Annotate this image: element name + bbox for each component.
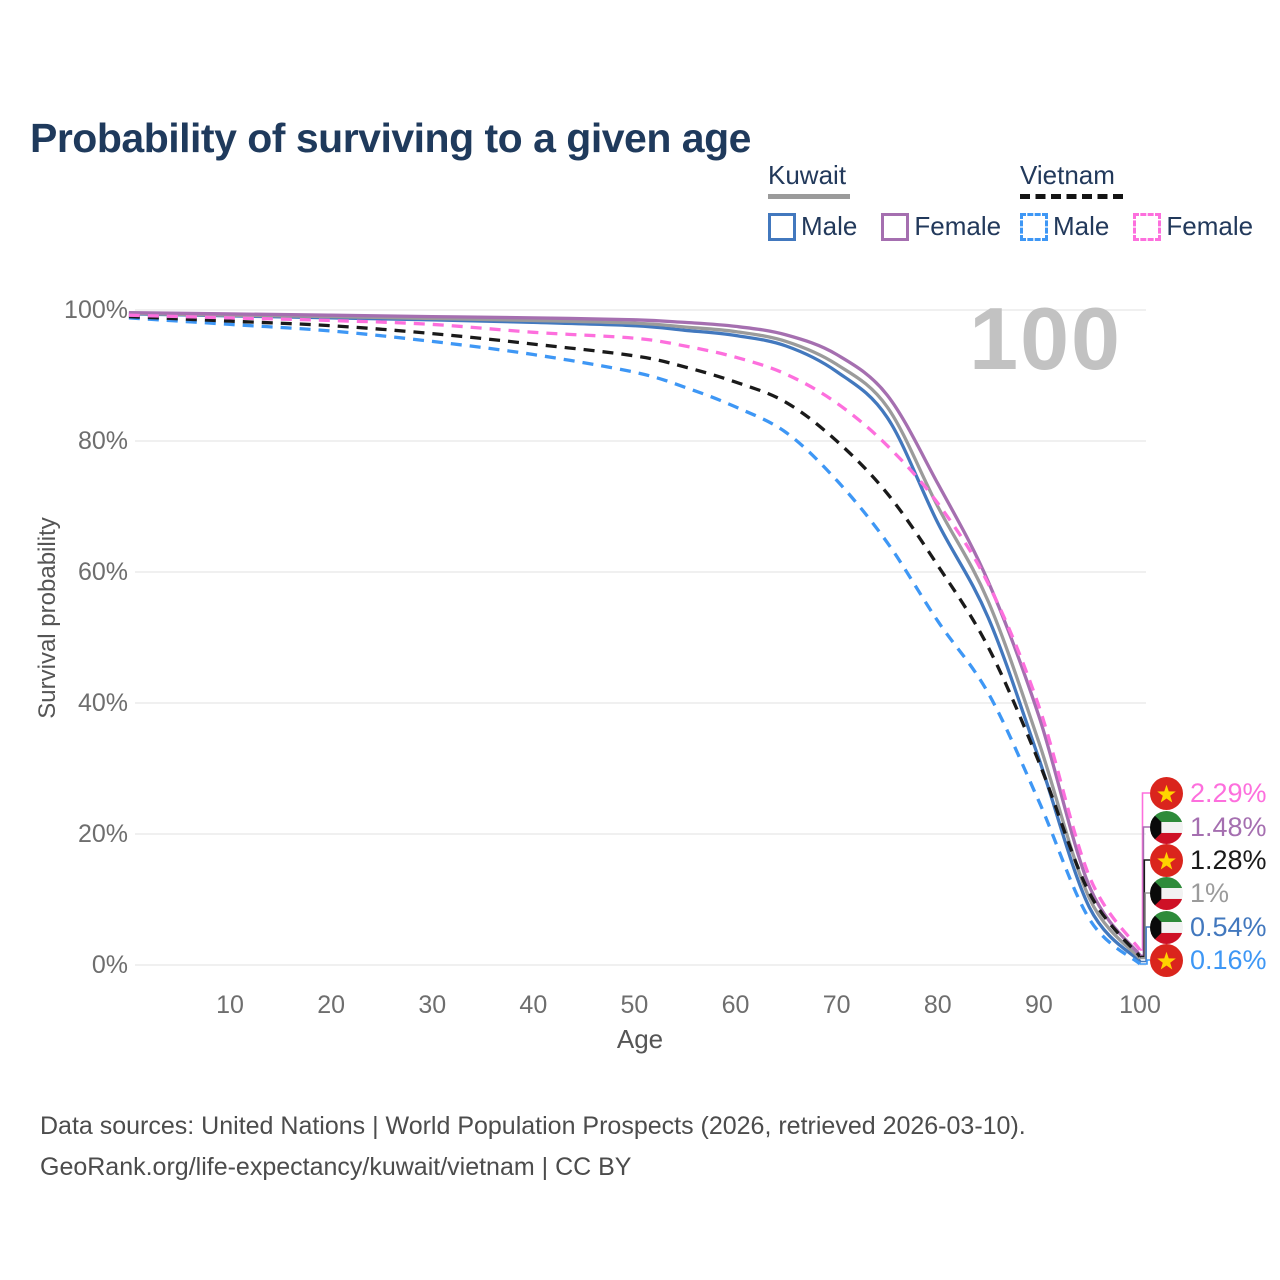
x-tick-label-20: 20	[317, 991, 345, 1019]
page-title: Probability of surviving to a given age	[30, 115, 751, 162]
end-label-connector-2.29%	[1140, 792, 1150, 951]
y-tick-label-40: 40%	[78, 689, 128, 717]
y-axis-title: Survival probability	[34, 517, 61, 719]
kuwait-flag-icon	[1150, 876, 1183, 910]
kuwait-male-swatch-icon	[768, 212, 796, 241]
end-label-value: 1.48%	[1190, 811, 1267, 842]
legend-group-vietnam: Vietnam Male Female	[1020, 160, 1277, 242]
x-tick-label-100: 100	[1119, 991, 1161, 1019]
legend-item-vietnam-female[interactable]: Female	[1133, 211, 1253, 242]
legend-item-kuwait-male[interactable]: Male	[768, 211, 857, 242]
end-label-vietnam-2.29%[interactable]: 2.29%	[1150, 776, 1267, 810]
end-label-kuwait-1.48%[interactable]: 1.48%	[1150, 810, 1267, 844]
legend-label-kuwait-male: Male	[801, 211, 858, 241]
age-counter-watermark: 100	[969, 289, 1122, 388]
series-line-vietnam-female[interactable]	[128, 313, 1142, 951]
kuwait-flag-icon	[1150, 810, 1183, 844]
legend-group-kuwait: Kuwait Male Female	[768, 160, 1025, 242]
series-line-vietnam-male[interactable]	[128, 316, 1142, 966]
x-tick-label-50: 50	[621, 991, 649, 1019]
vietnam-male-swatch-icon	[1020, 212, 1048, 241]
kuwait-flag-icon	[1150, 910, 1183, 944]
legend-label-vietnam-female: Female	[1166, 211, 1254, 241]
legend-item-vietnam-male[interactable]: Male	[1020, 211, 1109, 242]
end-label-connector-0.54%	[1140, 926, 1150, 963]
legend-underline-kuwait-solid	[768, 194, 850, 199]
kuwait-flag-icon	[1150, 876, 1183, 910]
series-line-kuwait-both[interactable]	[128, 311, 1142, 960]
legend-item-kuwait-female[interactable]: Female	[881, 211, 1001, 242]
end-label-connector-1.48%	[1140, 826, 1150, 957]
series-line-kuwait-female[interactable]	[128, 310, 1142, 957]
vietnam-flag-icon	[1150, 943, 1183, 977]
series-line-vietnam-both[interactable]	[128, 314, 1142, 958]
legend-label-vietnam-male: Male	[1053, 211, 1110, 241]
kuwait-female-swatch-icon	[881, 212, 910, 241]
vietnam-flag-icon	[1150, 843, 1183, 877]
x-tick-label-90: 90	[1025, 991, 1053, 1019]
y-tick-label-80: 80%	[78, 427, 128, 455]
y-tick-label-20: 20%	[78, 820, 128, 848]
footer-line-sources: Data sources: United Nations | World Pop…	[40, 1112, 1026, 1140]
end-label-connector-1%	[1140, 892, 1150, 960]
end-label-value: 1.28%	[1190, 844, 1267, 875]
kuwait-flag-icon	[1150, 810, 1183, 844]
x-axis-title: Age	[616, 1024, 664, 1054]
vietnam-flag-icon	[1150, 943, 1183, 977]
vietnam-flag-icon	[1150, 843, 1183, 877]
y-tick-label-60: 60%	[78, 558, 128, 586]
end-label-kuwait-0.54%[interactable]: 0.54%	[1150, 910, 1267, 944]
footer-line-url: GeoRank.org/life-expectancy/kuwait/vietn…	[40, 1153, 632, 1181]
vietnam-flag-icon	[1150, 776, 1183, 810]
x-tick-label-10: 10	[216, 991, 244, 1019]
end-label-kuwait-1%[interactable]: 1%	[1150, 876, 1229, 910]
x-tick-label-60: 60	[722, 991, 750, 1019]
end-label-value: 1%	[1190, 877, 1230, 908]
kuwait-flag-icon	[1150, 910, 1183, 944]
vietnam-female-swatch-icon	[1133, 212, 1162, 241]
end-label-value: 0.54%	[1190, 911, 1267, 942]
end-label-connector-0.16%	[1140, 959, 1150, 965]
x-tick-label-40: 40	[519, 991, 547, 1019]
legend-heading-kuwait: Kuwait	[768, 160, 847, 190]
x-tick-label-30: 30	[418, 991, 446, 1019]
vietnam-flag-icon	[1150, 776, 1183, 810]
legend-label-kuwait-female: Female	[914, 211, 1002, 241]
y-tick-label-100: 100%	[64, 296, 128, 324]
end-label-connector-1.28%	[1140, 859, 1150, 958]
end-label-value: 2.29%	[1190, 777, 1267, 808]
legend-underline-vietnam-dashed	[1020, 194, 1123, 199]
end-label-value: 0.16%	[1190, 944, 1267, 975]
x-tick-label-70: 70	[823, 991, 851, 1019]
y-tick-label-0: 0%	[92, 951, 128, 979]
end-label-vietnam-1.28%[interactable]: 1.28%	[1150, 843, 1267, 877]
end-label-vietnam-0.16%[interactable]: 0.16%	[1150, 943, 1267, 977]
x-tick-label-80: 80	[924, 991, 952, 1019]
legend-heading-vietnam: Vietnam	[1020, 160, 1115, 190]
footer-attribution: Data sources: United Nations | World Pop…	[40, 1106, 1026, 1188]
series-line-kuwait-male[interactable]	[128, 312, 1142, 963]
